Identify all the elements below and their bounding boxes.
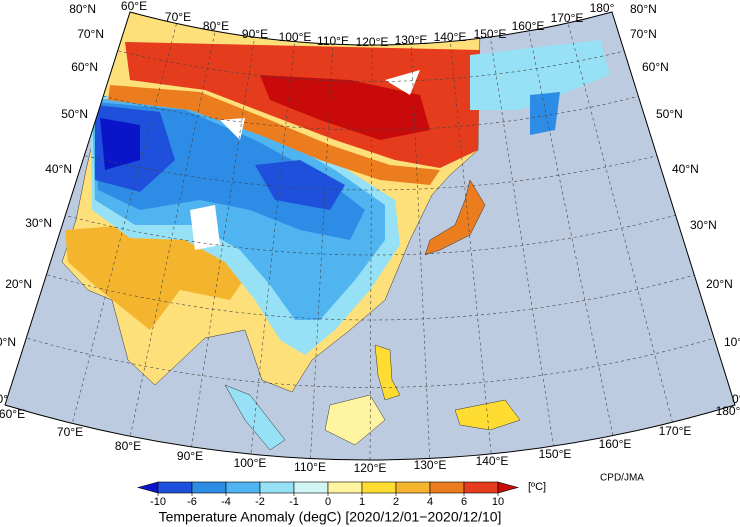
colorbar-tick-label: -10 [150, 496, 166, 508]
lat-label: 70°N [77, 27, 104, 41]
colorbar-segment [395, 481, 431, 494]
colorbar-tick-label: -6 [187, 496, 197, 508]
lat-label: 40°N [672, 162, 699, 176]
lat-label: 30°N [690, 218, 717, 232]
lat-label: 0° [732, 392, 740, 406]
anomaly-deepblue [100, 118, 140, 170]
colorbar-segment [191, 481, 227, 494]
credit: CPD/JMA [600, 473, 644, 484]
lat-label: 30°N [25, 216, 52, 230]
colorbar-tick-label: 1 [359, 496, 365, 508]
lat-label: 40°N [45, 162, 72, 176]
anomaly-northeast [470, 40, 610, 110]
colorbar-tick-label: 4 [427, 496, 433, 508]
colorbar-tick-label: -1 [289, 496, 299, 508]
colorbar-segment [157, 481, 193, 494]
lon-label: 100°E [234, 456, 267, 470]
colorbar-tick-label: -4 [221, 496, 231, 508]
lat-label: 0° [0, 392, 8, 406]
lon-label: 120°E [354, 461, 387, 475]
lon-label: 60°E [121, 0, 147, 13]
lon-label: 150°E [539, 447, 572, 461]
lat-label: 50°N [656, 107, 683, 121]
lon-label: 90°E [242, 27, 268, 41]
lat-label: 20°N [706, 277, 733, 291]
lon-label: 90°E [177, 449, 203, 463]
lon-label: 180° [590, 1, 615, 15]
colorbar-tick-label: 10 [492, 496, 504, 508]
lon-label: 130°E [395, 33, 428, 47]
lat-label: 50°N [61, 107, 88, 121]
graticule [15, 17, 726, 460]
colorbar-end-low [136, 481, 159, 494]
anomaly-orange-band [108, 85, 440, 185]
lat-label: 20°N [5, 277, 32, 291]
lon-label: 150°E [474, 27, 507, 41]
colorbar-segment [361, 481, 397, 494]
colorbar-tick-label: -2 [255, 496, 265, 508]
lon-label: 60°E [0, 407, 25, 421]
colorbar-title: Temperature Anomaly (degC) [2020/12/01−2… [159, 509, 502, 525]
map-frame [4, 11, 736, 461]
philippines [374, 344, 401, 401]
lat-label: 60°N [642, 60, 669, 74]
lon-label: 140°E [476, 454, 509, 468]
lon-label: 170°E [551, 11, 584, 25]
colorbar-tick-label: 2 [393, 496, 399, 508]
colorbar-segment [429, 481, 465, 494]
lon-label: 80°E [203, 19, 229, 33]
colorbar-end-high [497, 481, 520, 494]
lat-label: 80°N [630, 2, 657, 16]
lon-label: 170°E [659, 424, 692, 438]
colorbar-segment [259, 481, 295, 494]
colorbar-tick-label: 0 [325, 496, 331, 508]
lat-label: 60°N [71, 60, 98, 74]
borneo [324, 394, 386, 446]
lat-label: 10°N [0, 335, 16, 349]
colorbar-segment [463, 481, 499, 494]
lon-label: 160°E [599, 437, 632, 451]
lon-label: 180° [716, 404, 740, 418]
anomaly-darkblue [95, 105, 345, 210]
lat-label: 70°N [630, 27, 657, 41]
colorbar-segment [225, 481, 261, 494]
colorbar-segment [327, 481, 363, 494]
anomaly-darkred [260, 75, 430, 140]
lon-label: 70°E [57, 425, 83, 439]
lon-label: 160°E [512, 19, 545, 33]
anomaly-northeast-blue [530, 92, 560, 135]
japan [424, 179, 486, 256]
colorbar-segment [293, 481, 329, 494]
lon-label: 100°E [279, 30, 312, 44]
lon-label: 140°E [434, 30, 467, 44]
lat-label: 10°N [724, 335, 740, 349]
lon-label: 130°E [414, 458, 447, 472]
lon-label: 120°E [356, 35, 389, 49]
colorbar-tick-label: 6 [461, 496, 467, 508]
lon-label: 80°E [115, 439, 141, 453]
lat-label: 80°N [69, 2, 96, 16]
colorbar-unit: [ºC] [528, 481, 546, 493]
unfilled-land [190, 70, 420, 250]
lon-label: 70°E [165, 10, 191, 24]
sumatra [224, 384, 286, 451]
lon-label: 110°E [294, 460, 326, 474]
lon-label: 110°E [317, 34, 349, 48]
